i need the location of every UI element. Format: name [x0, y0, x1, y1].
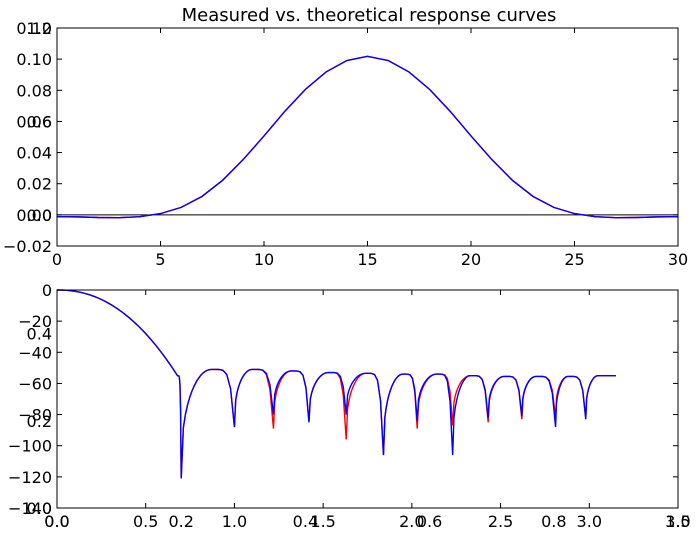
bottom-overlay-ytick-label: 0.2	[27, 412, 52, 431]
top-axes-frame	[56, 27, 679, 247]
top-ytick-label: 0.06	[16, 112, 52, 131]
top-ytick-label: 0.00	[16, 206, 52, 225]
bottom-overlay-xtick-label: 0.2	[168, 512, 193, 531]
top-overlay-ytick-label: 0.6	[27, 112, 52, 131]
top-xtick-label: 20	[461, 250, 481, 269]
top-overlay-ytick-label: 1.0	[27, 19, 52, 38]
top-ytick-label: 0.02	[16, 175, 52, 194]
top-ytick-label: 0.12	[16, 19, 52, 38]
bottom-xtick-label: 0.5	[133, 512, 158, 531]
top-plot-area: 0 5 10 15 20 25 30 −0.02 0.00 0.02 0.04 0.06 0.08 0.1…	[3, 19, 688, 269]
top-xtick-label: 15	[357, 250, 377, 269]
bottom-overlay-xtick-label: 0.4	[293, 512, 318, 531]
top-series-line-measured	[56, 55, 679, 219]
chart-title: Measured vs. theoretical response curves	[182, 5, 557, 26]
top-ytick-label: 0.10	[16, 50, 52, 69]
bottom-ytick-label: −60	[18, 374, 52, 393]
bottom-overlay-ytick-label: 0.4	[27, 325, 52, 344]
bottom-series-line-theoretical	[56, 289, 616, 479]
bottom-ytick-label: −40	[18, 343, 52, 362]
bottom-series-line-measured	[56, 289, 616, 479]
bottom-ytick-label: −20	[18, 312, 52, 331]
bottom-overlay-xtick-label: 0.8	[541, 512, 566, 531]
bottom-xtick-label: 1.0	[222, 512, 247, 531]
bottom-overlay-xtick-label: 0.0	[44, 512, 69, 531]
bottom-overlay-xtick-label: 0.6	[417, 512, 442, 531]
top-xtick-label: 0	[52, 250, 62, 269]
bottom-ytick-label: 0	[42, 281, 52, 300]
bottom-axes-frame	[56, 289, 679, 509]
bottom-ytick-label: −100	[8, 437, 52, 456]
bottom-xtick-label: 2.5	[488, 512, 513, 531]
bottom-xtick-label: 1.5	[310, 512, 335, 531]
top-xtick-label: 25	[564, 250, 584, 269]
bottom-xtick-label: 0.0	[44, 512, 69, 531]
bottom-overlay-ytick-label: 0.0	[27, 499, 52, 518]
top-xtick-label: 5	[155, 250, 165, 269]
bottom-xtick-label: 2.0	[399, 512, 424, 531]
top-overlay-ytick-label: 0.0	[27, 206, 52, 225]
bottom-ytick-label: −140	[8, 499, 52, 518]
top-ytick-label: 0.08	[16, 81, 52, 100]
bottom-ytick-label: −120	[8, 468, 52, 487]
bottom-xtick-label: 3.5	[665, 512, 690, 531]
bottom-plot-area: 0.0 0.5 1.0 1.5 2.0 2.5 3.0 3.5 −140 −120 −100 −80 −…	[8, 281, 691, 531]
top-xtick-label: 10	[254, 250, 274, 269]
bottom-xtick-label: 3.0	[577, 512, 602, 531]
bottom-overlay-xtick-label: 1.0	[665, 512, 690, 531]
top-series-line-theoretical	[56, 55, 679, 219]
bottom-ytick-label: −80	[18, 406, 52, 425]
top-xtick-label: 30	[668, 250, 688, 269]
top-ytick-label: −0.02	[3, 237, 52, 256]
top-ytick-label: 0.04	[16, 144, 52, 163]
